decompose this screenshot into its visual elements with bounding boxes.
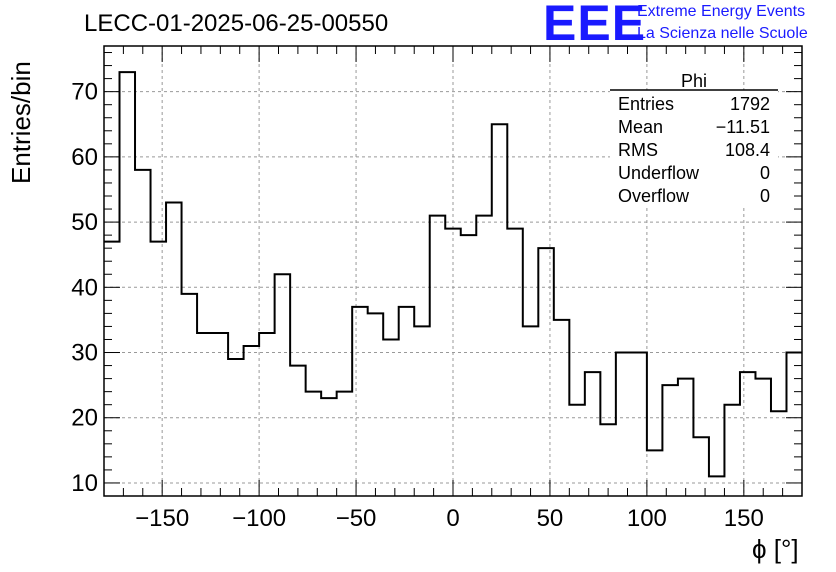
logo-tagline-2: La Scienza nelle Scuole bbox=[637, 25, 808, 42]
x-axis-label: ϕ [°] bbox=[752, 534, 799, 564]
histogram-bin bbox=[569, 405, 585, 496]
histogram-bin bbox=[507, 229, 523, 496]
stats-row-label: RMS bbox=[618, 140, 658, 160]
logo-tagline-1: Extreme Energy Events bbox=[637, 3, 806, 20]
y-tick-label: 40 bbox=[71, 274, 98, 301]
histogram-bin bbox=[383, 339, 399, 496]
chart-title: LECC-01-2025-06-25-00550 bbox=[84, 10, 389, 37]
stats-row-label: Mean bbox=[618, 117, 663, 137]
stats-row-value: −11.51 bbox=[716, 117, 770, 137]
stats-row-value: 0 bbox=[760, 163, 770, 183]
histogram-bin bbox=[244, 346, 260, 496]
histogram-bin bbox=[197, 333, 213, 496]
histogram-bin bbox=[135, 170, 151, 496]
x-tick-label: 150 bbox=[724, 505, 764, 532]
histogram-bin bbox=[321, 398, 337, 496]
histogram-bin bbox=[476, 216, 492, 496]
histogram-bin bbox=[786, 353, 802, 496]
histogram-bin bbox=[492, 124, 508, 496]
histogram-bin bbox=[275, 274, 291, 496]
histogram-bin bbox=[213, 333, 229, 496]
x-tick-label: 50 bbox=[537, 505, 564, 532]
histogram-bin bbox=[368, 313, 384, 496]
histogram-bin bbox=[740, 372, 756, 496]
stats-box-background bbox=[610, 90, 778, 206]
x-tick-label: −150 bbox=[135, 505, 189, 532]
histogram-bin bbox=[647, 450, 663, 496]
histogram-bin bbox=[616, 353, 632, 496]
histogram-bin bbox=[724, 405, 740, 496]
stats-row-label: Entries bbox=[618, 94, 674, 114]
histogram-bin bbox=[631, 353, 647, 496]
y-tick-label: 30 bbox=[71, 340, 98, 367]
histogram-bin bbox=[693, 437, 709, 496]
histogram-bin bbox=[755, 379, 771, 496]
histogram-bin bbox=[678, 379, 694, 496]
histogram-bin bbox=[600, 424, 616, 496]
histogram-bin bbox=[259, 333, 275, 496]
histogram-bin bbox=[554, 320, 570, 496]
x-tick-label: 100 bbox=[627, 505, 667, 532]
y-tick-label: 20 bbox=[71, 405, 98, 432]
y-axis-label: Entries/bin bbox=[6, 61, 36, 184]
histogram-bin bbox=[306, 392, 322, 496]
histogram-bin bbox=[662, 385, 678, 496]
histogram-bin bbox=[461, 235, 477, 496]
histogram-bin bbox=[771, 411, 787, 496]
histogram-bin bbox=[337, 392, 353, 496]
y-tick-label: 70 bbox=[71, 79, 98, 106]
y-tick-label: 50 bbox=[71, 209, 98, 236]
histogram-outline bbox=[104, 71, 802, 478]
histogram-bin bbox=[120, 72, 136, 496]
histogram-bin bbox=[430, 216, 446, 496]
histogram-bin bbox=[151, 242, 167, 496]
histogram-bin bbox=[523, 326, 539, 496]
stats-row-label: Overflow bbox=[618, 186, 690, 206]
histogram-bin bbox=[104, 242, 120, 496]
histogram-bin bbox=[182, 294, 198, 496]
histogram-bin bbox=[585, 372, 601, 496]
histogram-bin bbox=[538, 248, 554, 496]
x-tick-label: −50 bbox=[336, 505, 377, 532]
histogram-bin bbox=[290, 366, 306, 496]
stats-row-value: 108.4 bbox=[725, 140, 770, 160]
y-tick-label: 60 bbox=[71, 144, 98, 171]
stats-row-value: 1792 bbox=[730, 94, 770, 114]
eee-logo: EEE bbox=[543, 0, 647, 51]
histogram-bin bbox=[709, 476, 725, 496]
stats-box-name: Phi bbox=[681, 71, 707, 91]
stats-row-label: Underflow bbox=[618, 163, 700, 183]
x-tick-label: 0 bbox=[446, 505, 459, 532]
histogram-bin bbox=[399, 307, 415, 496]
y-tick-label: 10 bbox=[71, 470, 98, 497]
histogram-bin bbox=[352, 307, 368, 496]
x-tick-label: −100 bbox=[232, 505, 286, 532]
histogram-bin bbox=[445, 229, 461, 496]
histogram-bin bbox=[228, 359, 244, 496]
stats-row-value: 0 bbox=[760, 186, 770, 206]
histogram-bin bbox=[166, 203, 182, 496]
histogram-bin bbox=[414, 326, 430, 496]
